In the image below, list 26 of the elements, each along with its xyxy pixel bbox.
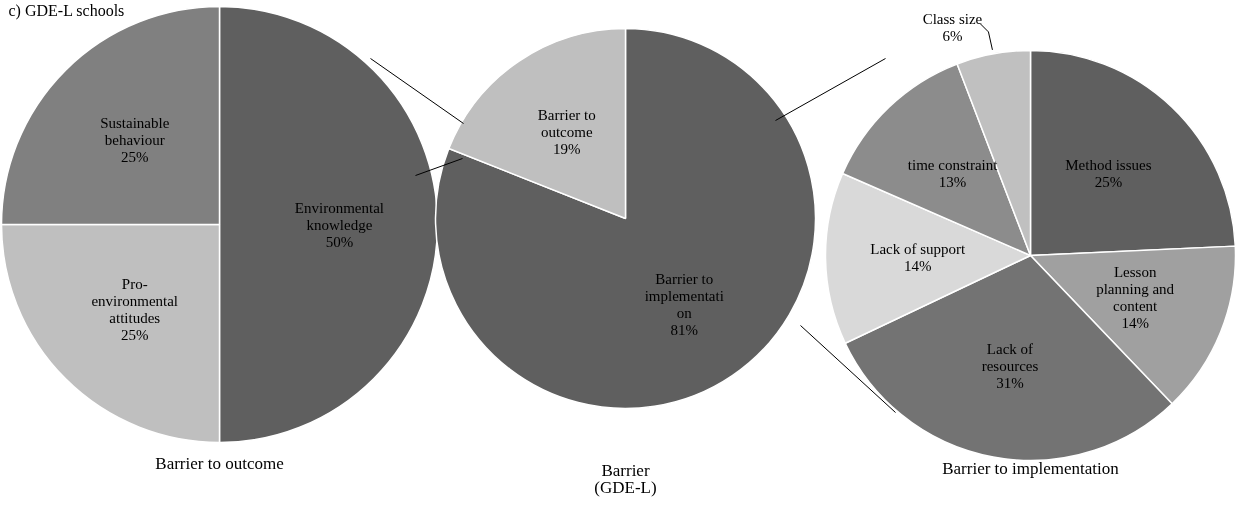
slice-label: Lack of resources (981, 341, 1039, 375)
text: c) GDE-L schools (8, 2, 125, 20)
data-label: 50% (325, 233, 354, 250)
data-label: 25% (1094, 174, 1123, 191)
slice-label: Lesson planning and content (1096, 263, 1175, 314)
data-label: 13% (938, 174, 967, 191)
slice-label: Class size (922, 11, 983, 28)
slice-label: time constraint (907, 157, 999, 174)
slice-label: Barrier to outcome (537, 107, 596, 141)
data-label: 81% (670, 322, 698, 339)
data-label: 25% (120, 148, 149, 165)
data-label: 14% (1121, 314, 1149, 331)
data-label: 14% (904, 257, 932, 274)
slice-label: Method issues (1065, 157, 1152, 174)
data-label: 25% (120, 326, 149, 343)
slice-label: Lack of support (870, 240, 967, 257)
slice-label: Barrier to implementati on (644, 271, 724, 322)
slice-label: Pro- environmental attitudes (91, 275, 179, 326)
slice-label: Environmental knowledge (294, 199, 384, 233)
data-label: 31% (996, 375, 1024, 392)
data-label: 19% (553, 141, 581, 158)
text: Barrier to implementation (942, 459, 1120, 478)
text: Barrier to outcome (155, 454, 284, 473)
data-label: 6% (942, 28, 963, 45)
text: Barrier (GDE-L) (594, 461, 657, 497)
slice-label: Sustainable behaviour (100, 114, 170, 148)
